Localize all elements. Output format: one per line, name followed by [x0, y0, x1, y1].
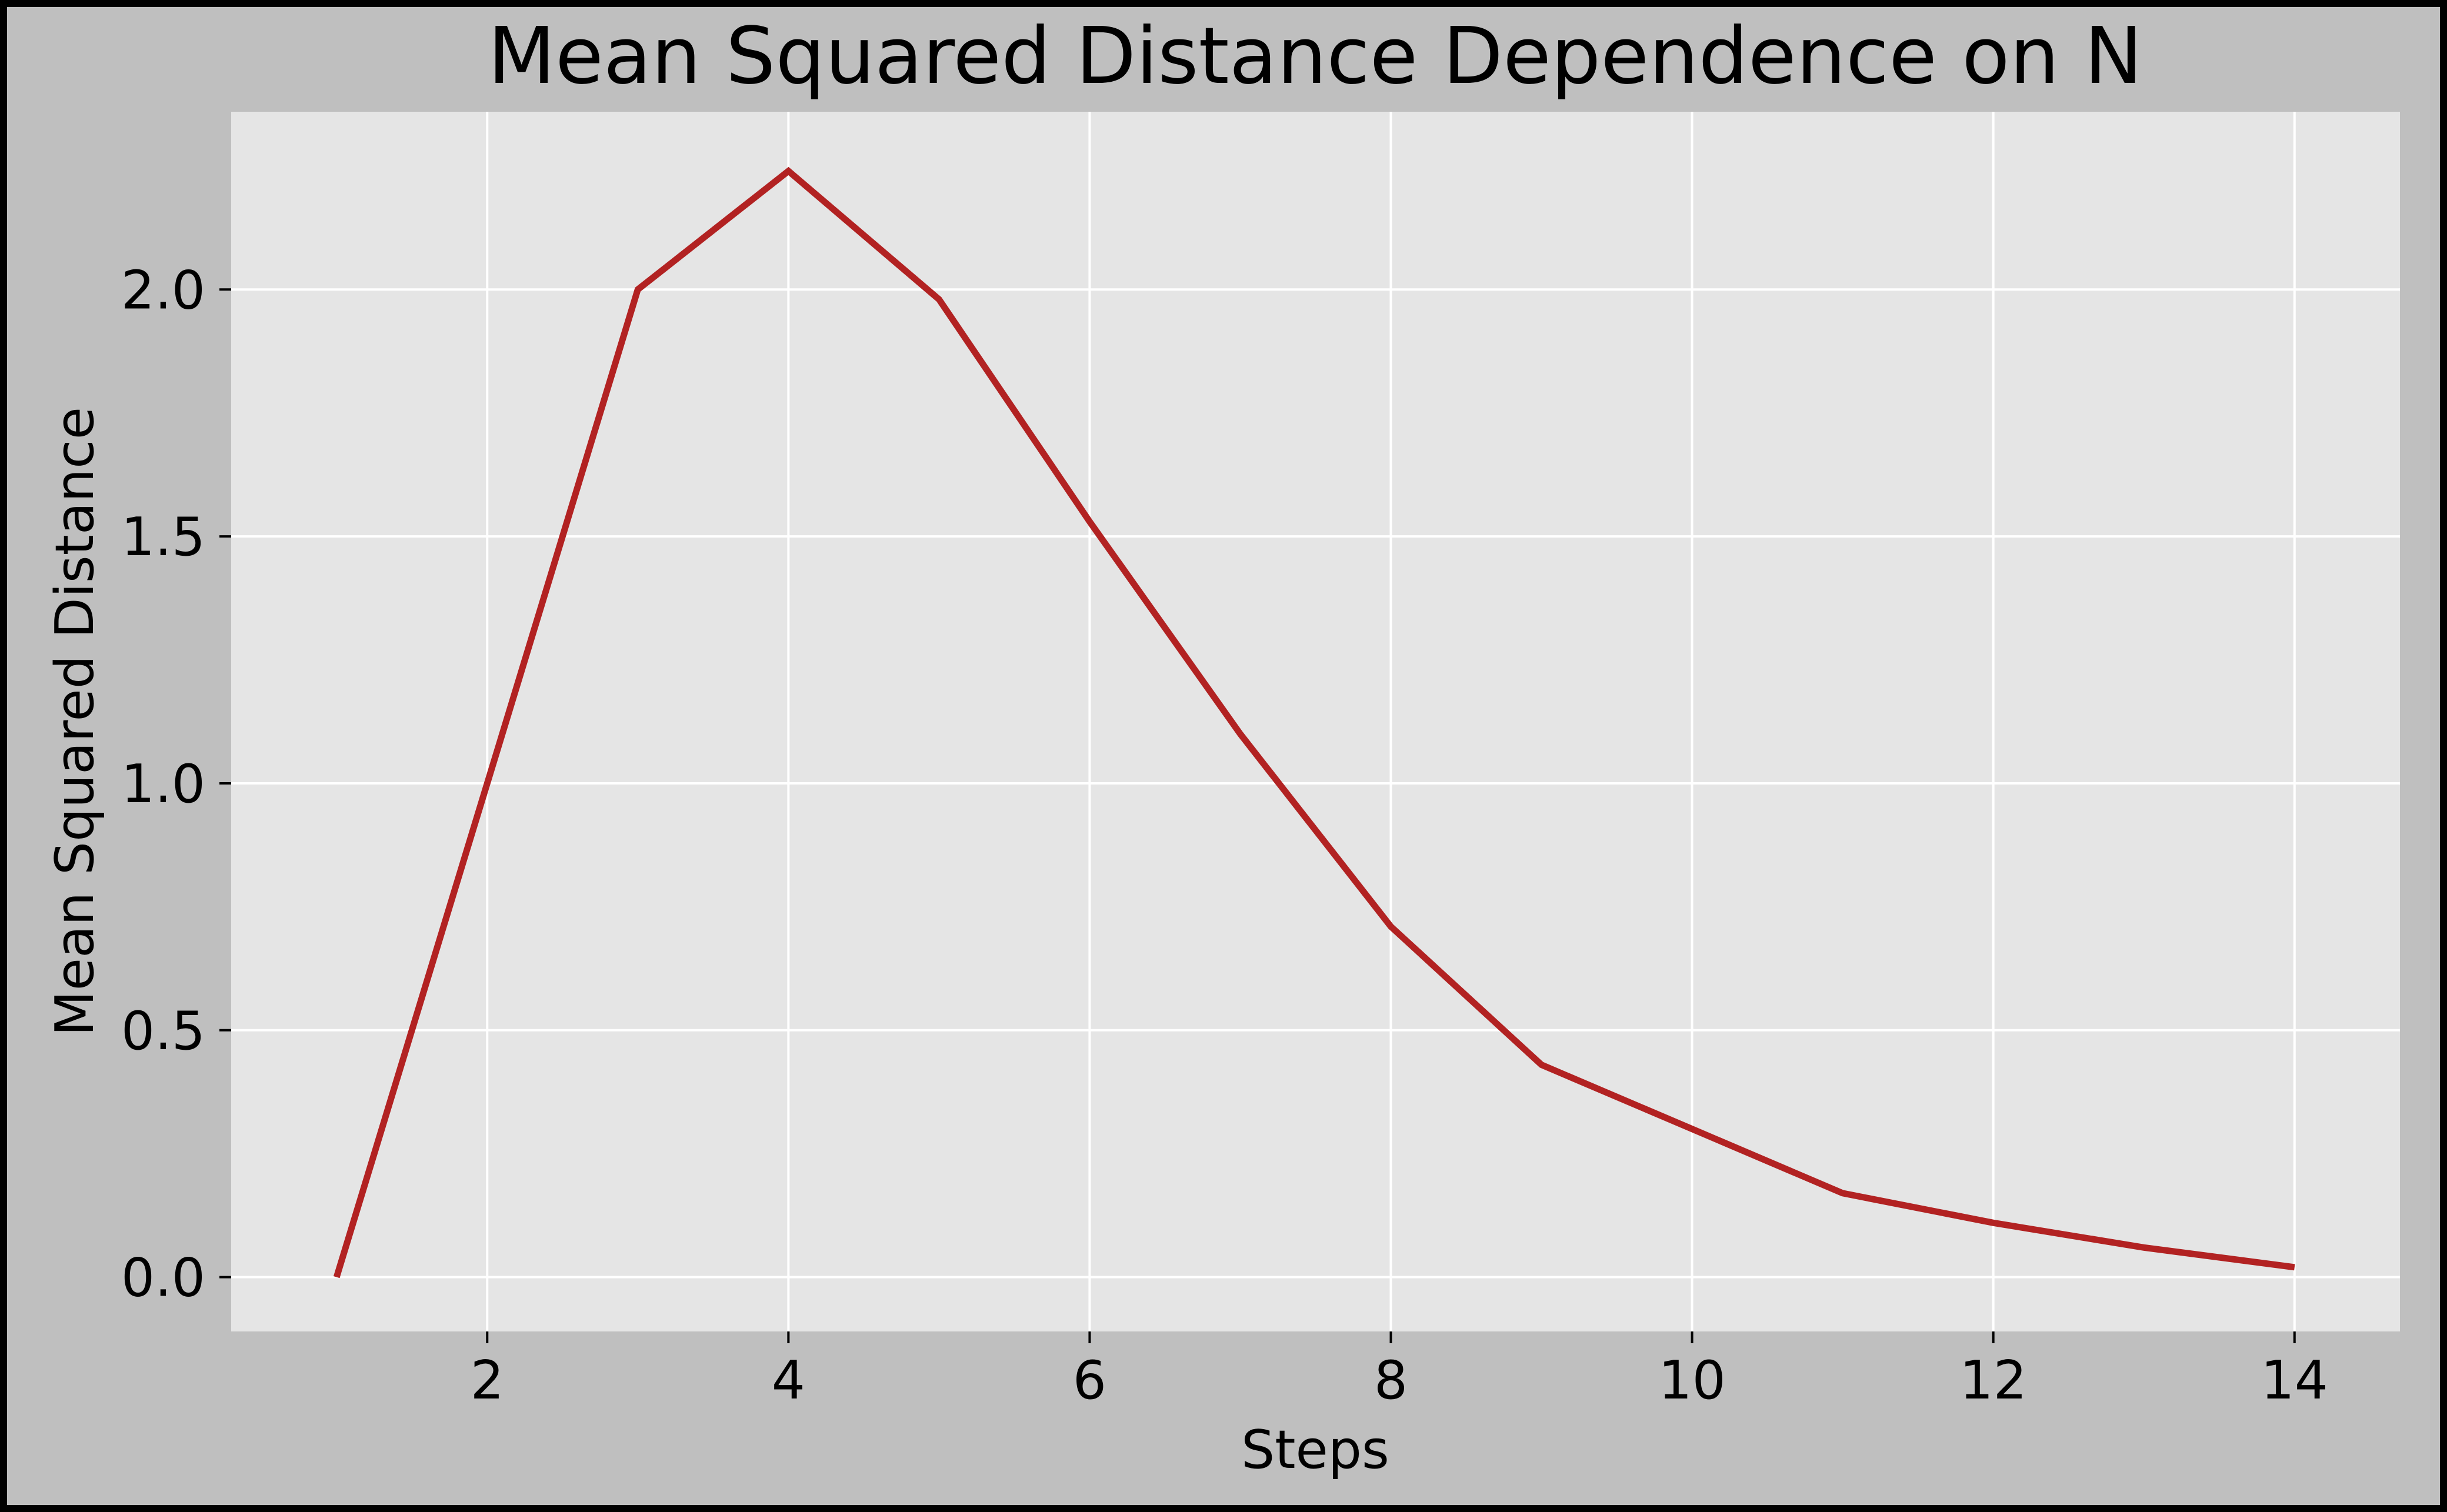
y-tick-label: 2.0 — [121, 259, 205, 321]
x-tick-label: 6 — [1073, 1350, 1106, 1411]
y-tick-label: 0.5 — [121, 1000, 205, 1062]
x-tick-label: 8 — [1374, 1350, 1408, 1411]
y-axis-label: Mean Squared Distance — [44, 407, 106, 1036]
x-tick-label: 4 — [772, 1350, 805, 1411]
grid-lines — [231, 112, 2400, 1331]
y-tick-label: 0.0 — [121, 1247, 205, 1309]
y-tick-label: 1.5 — [121, 506, 205, 568]
series-line — [333, 166, 2295, 1279]
x-tick-label: 10 — [1658, 1350, 1726, 1411]
series-group — [333, 166, 2295, 1279]
x-tick-label: 2 — [471, 1350, 504, 1411]
axis-ticks: 2 4 6 8 10 12 14 0.0 0.5 1.0 1.5 2.0 — [121, 259, 2328, 1411]
y-tick-label: 1.0 — [121, 753, 205, 815]
x-tick-label: 14 — [2261, 1350, 2329, 1411]
x-axis-label: Steps — [1241, 1419, 1389, 1481]
plot-area — [231, 112, 2400, 1331]
chart-title: Mean Squared Distance Dependence on N — [488, 11, 2142, 102]
x-tick-label: 12 — [1959, 1350, 2027, 1411]
